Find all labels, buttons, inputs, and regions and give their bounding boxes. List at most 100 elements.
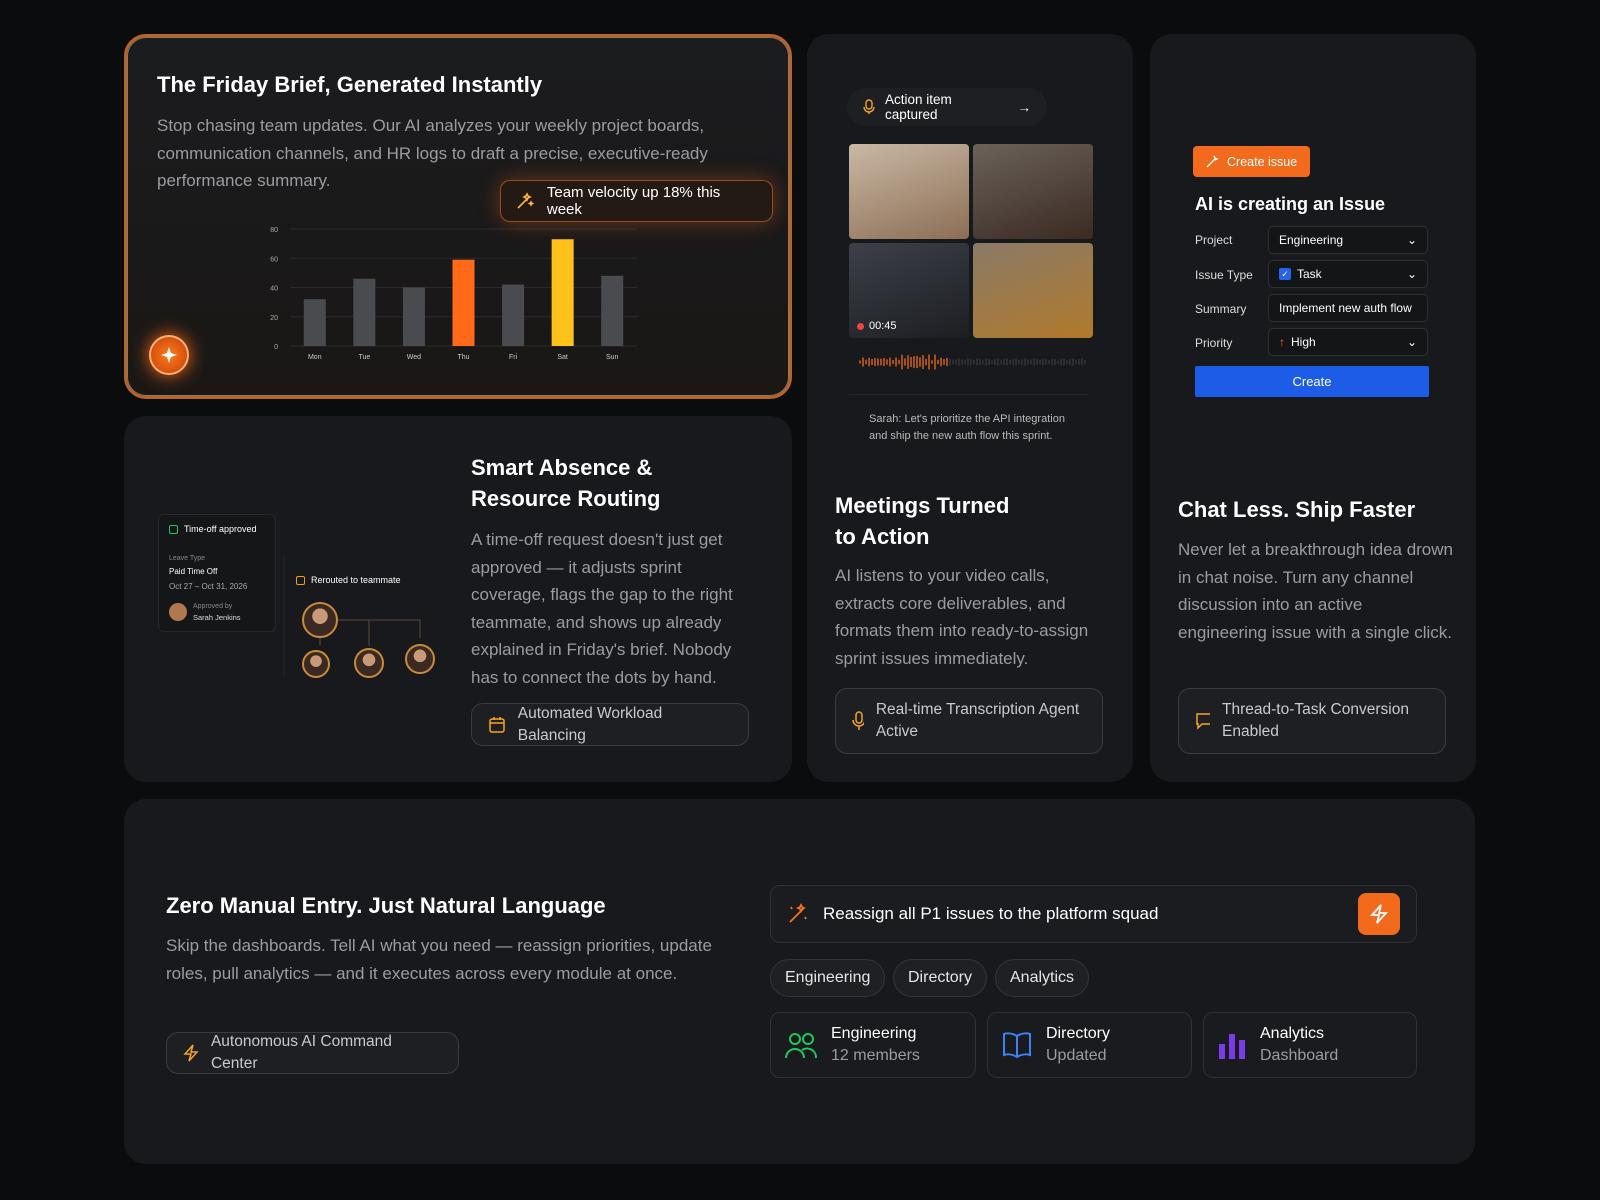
mic-icon <box>852 711 864 730</box>
card-description: AI listens to your video calls, extracts… <box>835 566 1089 668</box>
friday-brief-card: The Friday Brief, Generated Instantly St… <box>124 34 792 399</box>
module-detail: Updated <box>1046 1047 1107 1064</box>
filter-chip[interactable]: Analytics <box>995 959 1090 997</box>
feature-tag: Real-time Transcription Agent Active <box>835 688 1103 754</box>
bar <box>452 259 475 346</box>
chevron: ⌄ <box>1406 267 1417 281</box>
card-title: The Friday Brief, Generated Instantly <box>157 72 543 97</box>
x-tick-label: Tue <box>358 354 370 361</box>
bar <box>551 239 574 346</box>
module-name: Analytics <box>1260 1025 1325 1042</box>
chat-card: Create issue AI is creating an Issue Pro… <box>1150 34 1476 782</box>
tag-text: Automated Workload Balancing <box>517 704 663 744</box>
command-card: Zero Manual Entry. Just Natural Language… <box>124 799 1475 1164</box>
card-description: Stop chasing team updates. Our AI analyz… <box>157 116 708 190</box>
create-issue-button[interactable]: Create issue <box>1193 146 1310 177</box>
send-button[interactable] <box>1358 893 1400 935</box>
bar-chart: 0 20 40 60 80 Mon Tue Wed Thu Fri Sat Sun <box>270 227 637 361</box>
module-name: Directory <box>1046 1025 1111 1042</box>
bar <box>502 284 525 346</box>
button-text: Create issue <box>1227 154 1298 169</box>
timer-text: 00:45 <box>869 320 897 332</box>
module-card[interactable]: Engineering 12 members <box>770 1012 976 1078</box>
priority-select[interactable]: ↑ High ⌄ <box>1268 328 1428 356</box>
feature-tag: Automated Workload Balancing <box>471 703 749 746</box>
x-tick-label: Sun <box>606 354 619 361</box>
card-title: Smart Absence & Resource Routing <box>471 455 661 511</box>
tag-text: Thread-to-Task Conversion Enabled <box>1222 701 1409 740</box>
field-label: Summary <box>1195 302 1247 316</box>
bar <box>402 287 425 346</box>
submit-button[interactable]: Create <box>1195 366 1429 397</box>
module-card[interactable]: Directory Updated <box>987 1012 1192 1078</box>
video-tile <box>973 144 1093 239</box>
absence-card: Time-off approved Leave Type Paid Time O… <box>124 416 792 782</box>
form-title: AI is creating an Issue <box>1195 194 1386 214</box>
summary-input[interactable]: Implement new auth flow <box>1268 294 1428 322</box>
wand-icon <box>517 192 535 209</box>
filter-chip[interactable]: Directory <box>893 959 988 997</box>
routing-lines <box>283 556 421 676</box>
card-description: Skip the dashboards. Tell AI what you ne… <box>166 936 712 983</box>
status-text: Time-off approved <box>184 524 257 534</box>
tag-text: Real-time Transcription Agent Active <box>875 701 1080 740</box>
type-select[interactable]: ✓ Task ⌄ <box>1268 260 1428 288</box>
avatar <box>302 650 330 678</box>
field-label: Approved by <box>193 603 233 610</box>
approval-status: Time-off approved <box>169 524 257 534</box>
module-detail: Dashboard <box>1260 1047 1339 1064</box>
team-icon <box>785 1033 817 1059</box>
approver-name: Sarah Jenkins <box>193 613 241 622</box>
x-tick-label: Thu <box>457 354 469 361</box>
leave-dates: Oct 27 – Oct 31, 2026 <box>169 582 248 591</box>
filter-chip[interactable]: Engineering <box>770 959 886 997</box>
project-select[interactable]: Engineering ⌄ <box>1268 226 1428 254</box>
wand-icon <box>1206 155 1219 167</box>
command-input[interactable]: Reassign all P1 issues to the platform s… <box>770 885 1417 943</box>
velocity-badge: Team velocity up 18% this week <box>500 180 773 222</box>
timer: 00:45 <box>857 320 897 332</box>
field-value: High <box>1291 335 1316 349</box>
card-description: A time-off request doesn't just get appr… <box>471 530 733 687</box>
arrow-icon: ↑ <box>1279 335 1285 349</box>
wand-icon <box>789 903 807 923</box>
badge-text: Team velocity up 18% this week <box>546 184 721 218</box>
analytics-icon <box>1219 1034 1245 1059</box>
waveform <box>859 354 1086 370</box>
card-title: Meetings Turned to Action <box>835 493 1010 549</box>
avatar <box>302 602 338 638</box>
field-value: Task <box>1297 267 1322 281</box>
x-tick-label: Sat <box>557 354 568 361</box>
bar <box>303 299 326 346</box>
card-title: Zero Manual Entry. Just Natural Language <box>166 893 606 918</box>
y-tick-label: 20 <box>270 315 278 322</box>
x-tick-label: Fri <box>509 354 518 361</box>
checkbox: ✓ <box>1279 268 1291 280</box>
prompt-text: Reassign all P1 issues to the platform s… <box>823 904 1159 923</box>
avatar <box>405 644 435 674</box>
field-label: Project <box>1195 233 1233 247</box>
y-tick-label: 40 <box>270 286 278 293</box>
field-value: Implement new auth flow <box>1279 301 1412 315</box>
chat-icon <box>1196 713 1211 730</box>
bar <box>353 278 376 346</box>
bar <box>601 275 624 346</box>
module-card[interactable]: Analytics Dashboard <box>1203 1012 1417 1078</box>
x-tick-label: Mon <box>308 354 322 361</box>
video-tile <box>849 144 969 239</box>
calendar-icon <box>489 716 505 733</box>
field-value: Engineering <box>1279 233 1344 247</box>
approver-avatar <box>169 603 187 621</box>
reroute-label: Rerouted to teammate <box>296 575 401 585</box>
field-label: Priority <box>1195 336 1233 350</box>
y-tick-label: 0 <box>274 344 278 351</box>
chevron: ⌄ <box>1406 335 1417 349</box>
card-title: Chat Less. Ship Faster <box>1178 497 1416 522</box>
module-detail: 12 members <box>831 1047 920 1064</box>
bolt-icon <box>1370 904 1388 924</box>
arrow-icon: → <box>1017 99 1032 115</box>
sparkle-button[interactable] <box>149 335 189 375</box>
feature-tag: Thread-to-Task Conversion Enabled <box>1178 688 1446 754</box>
field-label: Issue Type <box>1195 268 1253 282</box>
